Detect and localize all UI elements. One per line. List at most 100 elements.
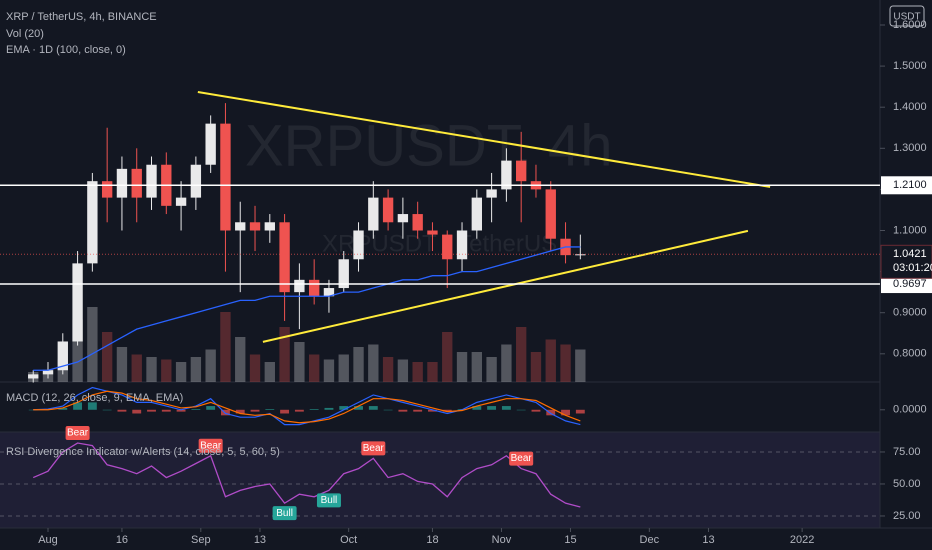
currency-box[interactable] [889,5,925,27]
candle-body [87,181,98,264]
macd-histogram-bar [516,409,526,411]
last-price-label: 1.0421 [893,248,927,260]
y-tick-label: 0.9000 [893,307,927,319]
candle-body [442,234,453,260]
macd-histogram-bar [280,409,290,414]
candle-body [575,254,586,256]
signal-label: Bear [67,428,89,439]
signal-box [65,426,90,441]
macd-histogram-bar [265,409,275,410]
x-tick-label: Aug [38,534,58,546]
candle-body [323,288,335,297]
volume-bar [308,354,320,382]
currency[interactable]: USDT [893,12,920,23]
volume-bar [471,352,482,382]
volume-bar [264,362,275,382]
x-tick-label: 16 [116,534,128,546]
level-label: 1.2100 [893,179,927,191]
candle-body [220,123,231,231]
macd-histogram-bar [309,409,319,410]
macd-histogram-bar [250,409,260,412]
volume-bar [279,327,290,382]
x-tick-label: 13 [702,534,714,546]
volume-bar [427,362,438,382]
candle-body [338,259,349,289]
volume-bar [501,344,512,382]
volume-bar [323,359,335,382]
macd-histogram-bar [368,406,378,410]
candle-body [353,230,364,260]
macd-histogram-bar [176,409,186,412]
y-tick-label: 1.6000 [893,19,927,31]
volume-bar [190,357,202,382]
candle-body [412,214,423,231]
candle-body [146,164,157,198]
rsi-line [32,442,581,508]
macd-histogram-bar [501,406,511,410]
x-tick-label: Oct [340,534,357,546]
rsi-background [0,432,880,528]
candle-body [368,197,379,231]
candle-body [486,189,497,198]
volume-bar [131,354,142,382]
y-tick-label: 75.00 [893,446,921,458]
volume-bar [456,352,468,382]
candle-body [101,181,113,198]
x-tick-label: Dec [640,534,660,546]
macd-histogram-bar [428,409,437,412]
volume-bar [220,312,231,382]
y-tick-label: 1.3000 [893,142,927,154]
y-tick-label: 1.1000 [893,224,927,236]
x-tick-label: Sep [191,534,211,546]
candle-body [382,197,394,223]
candle-body [264,222,275,231]
candle-body [545,189,556,239]
volume-bar [161,359,172,382]
candle-body [427,230,438,235]
volume-bar [412,362,423,382]
last-price-bg [880,244,932,279]
volume-bar [516,327,527,382]
macd-histogram-bar [58,407,68,410]
candle-body [57,341,68,371]
macd-histogram-bar [531,409,541,412]
y-tick-label: 50.00 [893,478,921,490]
signal-box [361,441,386,456]
macd-histogram-bar [73,402,83,410]
volume-bar [560,344,571,382]
volume-bar [87,307,98,382]
macd-histogram-bar [339,406,349,410]
candle-body [116,168,128,198]
vol-legend: Vol (20) [6,28,44,40]
volume-bar [486,357,497,382]
macd-legend: MACD (12, 26, close, 9, EMA, EMA) [6,392,183,404]
y-tick-label: 25.00 [893,510,921,522]
trendline [197,90,771,188]
macd-histogram-bar [161,409,171,412]
volume-bar [175,362,187,382]
macd-histogram-bar [294,409,304,412]
candle-body [190,164,202,198]
volume-bar [338,354,349,382]
signal-box [198,438,223,453]
candle-body [308,279,320,297]
watermark: XRPUSDT, 4h [245,113,612,178]
macd-histogram-bar [561,409,570,416]
volume-bar [397,359,409,382]
volume-bar [235,337,246,382]
signal-box [272,506,297,521]
signal-box [509,451,534,466]
candle-body [456,230,468,260]
x-tick-label: Nov [492,534,512,546]
candle-body [205,123,216,165]
candle-body [235,222,246,231]
candle-body [397,214,409,223]
volume-bar [530,352,542,382]
macd-line [33,390,581,424]
level-label-bg [881,176,932,195]
macd-histogram-bar [117,409,127,412]
macd-histogram-bar [398,409,408,412]
volume-bar [249,354,261,382]
candle-body [501,160,512,190]
